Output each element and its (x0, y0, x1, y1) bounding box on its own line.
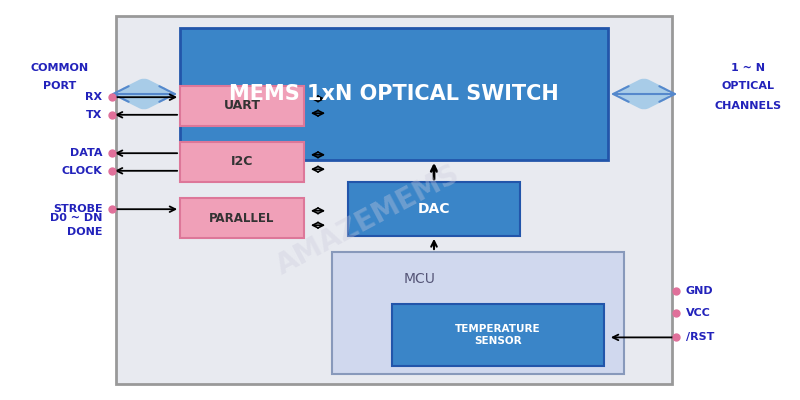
Text: PARALLEL: PARALLEL (210, 212, 274, 224)
Bar (116, 16, 672, 384)
Text: TEMPERATURE
SENSOR: TEMPERATURE SENSOR (455, 324, 541, 346)
Text: PORT: PORT (43, 81, 77, 91)
Text: OPTICAL: OPTICAL (722, 81, 774, 91)
Text: DATA: DATA (70, 148, 102, 158)
Text: RX: RX (86, 92, 102, 102)
Text: /RST: /RST (686, 332, 714, 342)
Text: DONE: DONE (67, 227, 102, 237)
Bar (180, 142, 304, 182)
Text: 1 ~ N: 1 ~ N (731, 63, 765, 73)
Bar (332, 252, 624, 374)
Text: COMMON: COMMON (31, 63, 89, 73)
Text: MEMS 1xN OPTICAL SWITCH: MEMS 1xN OPTICAL SWITCH (229, 84, 559, 104)
Text: AMAZEMEMS: AMAZEMEMS (271, 160, 465, 280)
Text: DAC: DAC (418, 202, 450, 216)
Text: GND: GND (686, 286, 714, 296)
Bar (180, 86, 304, 126)
Bar (348, 182, 520, 236)
Text: CLOCK: CLOCK (62, 166, 102, 176)
Text: VCC: VCC (686, 308, 710, 318)
Text: I2C: I2C (231, 156, 253, 168)
Text: MCU: MCU (404, 272, 435, 286)
Bar (180, 198, 304, 238)
Bar (180, 28, 608, 160)
Text: UART: UART (223, 100, 261, 112)
Text: STROBE: STROBE (53, 204, 102, 214)
Bar (392, 304, 604, 366)
Text: CHANNELS: CHANNELS (714, 101, 782, 111)
Text: D0 ~ DN: D0 ~ DN (50, 213, 102, 223)
Text: TX: TX (86, 110, 102, 120)
